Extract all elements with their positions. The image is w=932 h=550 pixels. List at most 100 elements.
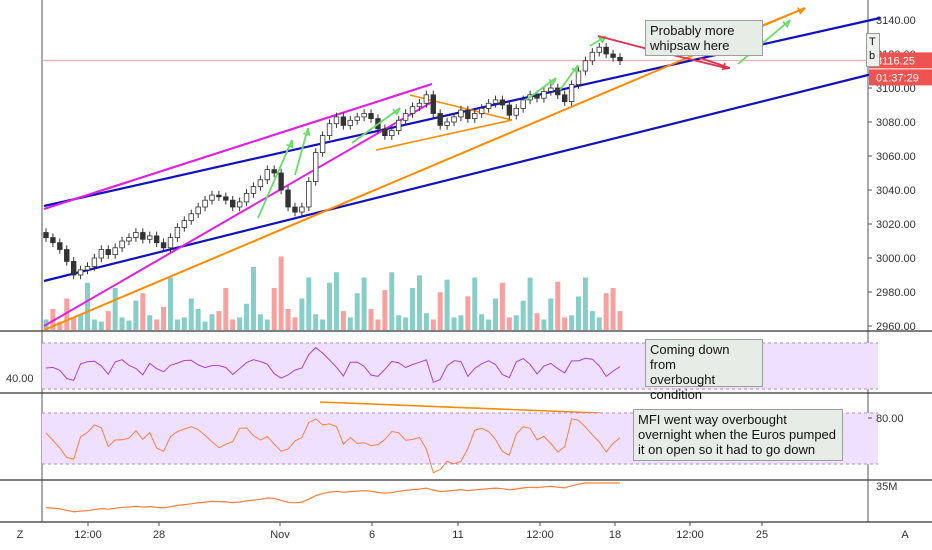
candle-body: [292, 206, 298, 213]
candle-body: [548, 87, 554, 92]
candle-body: [361, 113, 367, 118]
volume-bar: [202, 321, 208, 330]
volume-bar: [479, 314, 485, 330]
time-tick-label: 18: [609, 529, 621, 541]
candle-body: [478, 108, 485, 114]
candle-body: [209, 194, 215, 201]
volume-bar: [610, 288, 616, 330]
volume-bar: [499, 282, 505, 330]
candle-body: [236, 201, 243, 208]
candle-body: [340, 116, 347, 126]
volume-bar: [555, 281, 561, 330]
candle-body: [271, 169, 277, 174]
candle-body: [195, 206, 201, 215]
candle-body: [617, 57, 623, 62]
candle-body: [202, 199, 208, 208]
candle-body: [485, 102, 492, 109]
volume-bar: [472, 277, 478, 330]
volume-bar: [78, 314, 84, 330]
candle-body: [188, 213, 194, 222]
candle-body: [64, 249, 70, 262]
candle-body: [299, 206, 305, 213]
volume-bar: [513, 315, 519, 330]
volume-bar: [596, 317, 602, 330]
volume-bar: [230, 319, 236, 330]
volume-bar: [444, 279, 450, 330]
candle-body: [520, 99, 526, 109]
price-tick-label: 3100.00: [876, 83, 916, 95]
volume-bar: [340, 311, 346, 330]
green-arrow-3: [351, 107, 401, 144]
candle-body: [492, 99, 499, 104]
orange-projection-arrow-head: [797, 7, 806, 15]
blue-channel-lower: [43, 70, 881, 283]
volume-bar: [416, 275, 422, 330]
candle-body: [506, 104, 513, 116]
candle-body: [575, 70, 582, 85]
volume-bar: [354, 293, 360, 330]
volume-bar: [112, 288, 118, 330]
price-tick-label: 3080.00: [876, 117, 916, 129]
volume-bar: [91, 319, 97, 330]
annotation-rsi: Coming down from overbought condition: [645, 339, 763, 402]
volume-bar: [430, 319, 436, 330]
volume-bar: [396, 315, 402, 330]
legend-stub[interactable]: T b: [866, 33, 880, 67]
volume-bar: [223, 288, 229, 330]
rsi-line: [45, 346, 621, 383]
volume-bar: [465, 296, 471, 330]
candle-body: [465, 109, 471, 119]
candle-body: [167, 237, 174, 249]
red-projection-line: [597, 35, 727, 69]
candle-body: [402, 113, 409, 121]
mfi-level-label: 80.00: [876, 413, 904, 425]
annotation-mfi: MFI went way overbought overnight when t…: [633, 409, 843, 461]
volume-bar: [541, 319, 547, 330]
volume-bar: [410, 288, 416, 330]
candle-body: [555, 87, 561, 96]
candle-body: [382, 128, 388, 137]
volume-bar: [493, 298, 499, 330]
volume-bar: [520, 300, 526, 330]
volume-bar: [244, 303, 250, 330]
volume-bar: [84, 282, 90, 330]
candle-body: [43, 232, 49, 238]
volume-bar: [167, 277, 173, 330]
volume-bar: [423, 313, 429, 330]
volume-bar: [181, 317, 187, 330]
volume-bar: [133, 300, 139, 330]
candle-body: [423, 94, 430, 104]
candle-body: [278, 172, 284, 191]
volume-bar: [174, 319, 180, 330]
candle-body: [437, 113, 443, 126]
price-tick-label: 2980.00: [876, 287, 916, 299]
volume-bar: [292, 317, 298, 330]
price-tick-label: 3020.00: [876, 219, 916, 231]
price-tick-label: 2960.00: [876, 321, 916, 333]
volume-bar: [140, 293, 146, 330]
volume-bar: [195, 309, 201, 330]
green-arrow-2: [294, 127, 309, 176]
candle-body: [133, 232, 139, 238]
candle-body: [444, 121, 450, 126]
last-price-box: [869, 52, 932, 69]
candle-body: [285, 189, 291, 208]
candle-body: [84, 266, 91, 271]
time-tick-label: 25: [756, 529, 768, 541]
green-arrow-7: [737, 19, 791, 65]
candle-body: [395, 119, 402, 131]
volume-bar: [264, 319, 270, 330]
volume-bar: [562, 317, 568, 330]
volume-bar: [382, 290, 388, 330]
volume-bar: [451, 317, 457, 330]
volume-bar: [327, 282, 333, 330]
candle-body: [451, 116, 457, 123]
candle-body: [306, 181, 312, 208]
price-tick-label: 3140.00: [876, 15, 916, 27]
volume-bar: [617, 311, 623, 330]
volume-bar: [389, 272, 395, 330]
volume-bar: [458, 315, 464, 330]
volume-bar: [64, 298, 70, 330]
volume-bar: [299, 298, 305, 330]
